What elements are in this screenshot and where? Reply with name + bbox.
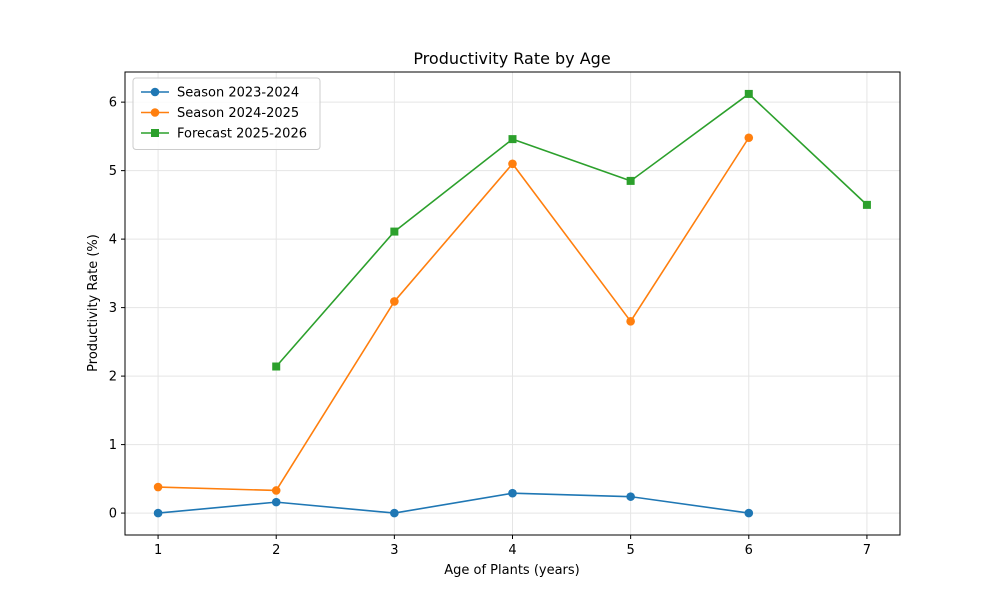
data-point	[508, 159, 517, 169]
x-tick-label: 3	[390, 543, 398, 558]
data-point	[390, 227, 399, 236]
y-tick-label: 6	[109, 96, 117, 111]
grid-layer	[125, 72, 900, 535]
legend-item: Season 2023-2024	[141, 86, 299, 101]
data-point	[153, 508, 163, 518]
data-point	[862, 200, 871, 209]
y-tick-label: 0	[109, 507, 117, 522]
data-point	[744, 508, 754, 518]
data-point	[271, 486, 281, 495]
data-point	[153, 482, 163, 492]
data-point	[390, 297, 399, 306]
data-point	[272, 362, 281, 371]
series-layer	[153, 89, 871, 518]
y-tick-label: 1	[109, 438, 117, 453]
x-tick-label: 1	[154, 543, 162, 558]
data-point	[626, 317, 635, 326]
y-axis-title: Productivity Rate (%)	[86, 234, 101, 372]
x-tick-label: 2	[272, 543, 280, 558]
series-line	[158, 492, 749, 514]
legend-label: Season 2023-2024	[177, 86, 299, 101]
data-point	[271, 497, 281, 507]
legend-label: Forecast 2025-2026	[177, 127, 307, 142]
data-point	[508, 488, 517, 498]
y-tick-label: 4	[109, 233, 117, 248]
series-3	[272, 89, 871, 371]
x-tick-label: 4	[508, 543, 516, 558]
legend: Season 2023-2024 Season 2024-2025 Forecast…	[132, 77, 321, 150]
axis-layer: 1 2 3 4 5 6 7 0 1 2 3 4 5 6	[109, 96, 871, 558]
legend-item: Season 2024-2025	[141, 106, 299, 121]
data-point	[508, 135, 517, 144]
y-tick-label: 2	[109, 370, 117, 385]
x-tick-label: 5	[626, 543, 634, 558]
series-line	[275, 93, 868, 368]
x-tick-label: 7	[863, 543, 871, 558]
legend-box	[132, 77, 321, 150]
series-2	[153, 133, 754, 495]
data-point	[744, 89, 753, 98]
data-point	[390, 508, 399, 518]
data-point	[744, 133, 754, 143]
legend-label: Season 2024-2025	[177, 106, 299, 121]
legend-marker	[151, 129, 159, 137]
data-point	[626, 492, 635, 501]
y-tick-label: 3	[109, 301, 117, 316]
x-tick-label: 6	[745, 543, 753, 558]
y-tick-label: 5	[109, 164, 117, 179]
data-point	[626, 176, 635, 185]
legend-item: Forecast 2025-2026	[141, 127, 307, 142]
x-axis-title: Age of Plants (years)	[444, 563, 580, 578]
series-1	[153, 488, 754, 518]
legend-marker	[150, 108, 160, 117]
series-line	[158, 137, 750, 492]
legend-marker	[150, 87, 160, 97]
chart-title: Productivity Rate by Age	[413, 49, 610, 68]
